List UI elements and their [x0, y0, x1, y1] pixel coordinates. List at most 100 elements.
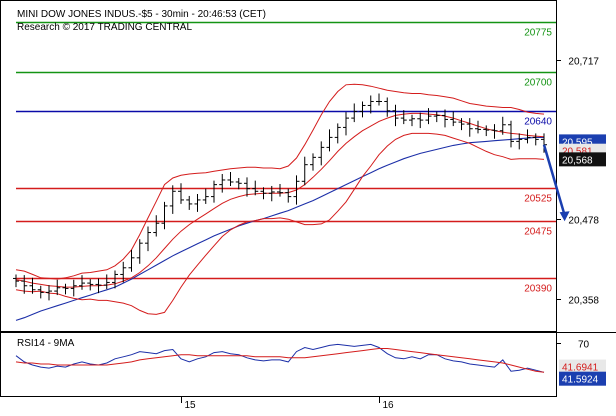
price-bar — [112, 270, 118, 289]
time-tick-label: 15 — [185, 400, 197, 411]
price-bar — [235, 177, 242, 190]
price-bar — [244, 177, 250, 197]
price-bar — [219, 173, 226, 193]
rsi-label: RSI14 - 9MA — [17, 338, 75, 349]
price-bar — [293, 175, 300, 205]
price-bar — [29, 277, 36, 294]
price-bar — [475, 120, 481, 134]
price-bar — [62, 283, 69, 295]
rsi-panel-border — [0, 332, 557, 397]
level-label-20700: 20700 — [524, 78, 552, 89]
price-bar — [79, 275, 85, 290]
price-box-label: 20,568 — [562, 155, 593, 166]
price-bar — [211, 180, 217, 203]
price-bar — [343, 112, 349, 136]
price-bar — [334, 123, 341, 144]
price-bar — [433, 111, 440, 123]
price-bar — [466, 118, 473, 137]
price-bar — [46, 285, 52, 301]
level-label-20525: 20525 — [524, 194, 552, 205]
rsi-value-label: 41.5924 — [562, 375, 599, 386]
series-bb_lower — [15, 132, 545, 315]
price-bar — [13, 274, 19, 288]
price-bar — [136, 239, 143, 264]
series-ma_blue — [15, 136, 544, 321]
price-axis: 20,717 20,478 20,358 20,595.20,581.20,568 — [556, 57, 606, 307]
price-bar — [392, 104, 399, 127]
time-tick-label: 16 — [383, 400, 395, 411]
price-bar — [120, 261, 127, 283]
price-panel-border — [0, 0, 557, 332]
support-resistance-levels: 20775 20700 20640 20525 20475 20390 — [16, 21, 556, 295]
price-box — [559, 152, 606, 167]
rsi-value-box — [559, 371, 606, 386]
price-bar — [367, 95, 374, 114]
price-bar — [376, 93, 382, 106]
price-panel-frame — [0, 0, 616, 397]
rsi-series-RSI14 — [15, 343, 545, 373]
chart-credit: Research © 2017 TRADING CENTRAL — [17, 22, 193, 33]
price-bar — [318, 141, 325, 166]
arrow-shaft — [542, 144, 566, 216]
price-bar — [128, 249, 135, 272]
price-bar — [483, 125, 490, 137]
price-bar — [227, 171, 234, 186]
price-bar — [268, 185, 275, 202]
price-bar — [252, 180, 259, 196]
price-bar — [178, 183, 184, 204]
price-bar — [532, 133, 539, 146]
chart-title: MINI DOW JONES INDUS.-$5 - 30min - 20:46… — [17, 9, 266, 20]
price-bar — [54, 279, 61, 296]
price-bar — [524, 129, 531, 144]
level-label-20390: 20390 — [524, 284, 552, 295]
level-label-20775: 20775 — [524, 28, 552, 39]
price-bar — [37, 285, 44, 299]
price-bar — [277, 183, 283, 197]
price-bar — [186, 195, 193, 210]
price-bar — [103, 274, 110, 290]
price-bar — [516, 133, 523, 150]
level-label-20640: 20640 — [524, 117, 552, 128]
price-bar — [169, 185, 176, 214]
time-axis: 15 16 — [181, 396, 395, 411]
price-bar — [301, 156, 308, 186]
price-bar — [458, 118, 465, 131]
price-bar — [21, 275, 28, 294]
price-bar — [491, 124, 498, 139]
arrow-head — [559, 211, 570, 222]
price-bar — [359, 101, 366, 118]
price-bar — [351, 103, 358, 123]
price-bar — [508, 120, 514, 148]
price-bar — [417, 112, 424, 129]
price-bar — [400, 110, 407, 125]
price-bar — [450, 111, 457, 127]
rsi-tick-label: 70 — [578, 340, 590, 351]
price-bar — [260, 187, 267, 200]
price-bar — [310, 153, 316, 171]
price-bar — [442, 109, 448, 128]
price-bar — [425, 108, 432, 125]
rsi-series-9MA — [15, 348, 545, 373]
price-bar — [384, 97, 391, 117]
price-bar — [285, 188, 292, 203]
price-bars — [13, 93, 547, 301]
price-bar — [87, 279, 94, 291]
price-bar — [499, 116, 506, 135]
price-box-label: 20,581. — [562, 147, 595, 158]
rsi-value-label: 41.6941 — [562, 363, 599, 374]
price-bar — [409, 114, 415, 127]
rsi-value-box — [559, 359, 606, 374]
price-bar — [202, 188, 209, 204]
series-bb_upper — [15, 83, 545, 280]
price-bar — [153, 215, 160, 237]
price-bar — [161, 201, 168, 230]
price-bar — [194, 193, 201, 212]
price-bar — [145, 226, 151, 252]
price-tick-label: 20,358 — [568, 296, 599, 307]
price-tick-label: 20,478 — [568, 216, 599, 227]
price-bar — [326, 129, 333, 152]
price-box-label: 20,595. — [562, 137, 595, 148]
